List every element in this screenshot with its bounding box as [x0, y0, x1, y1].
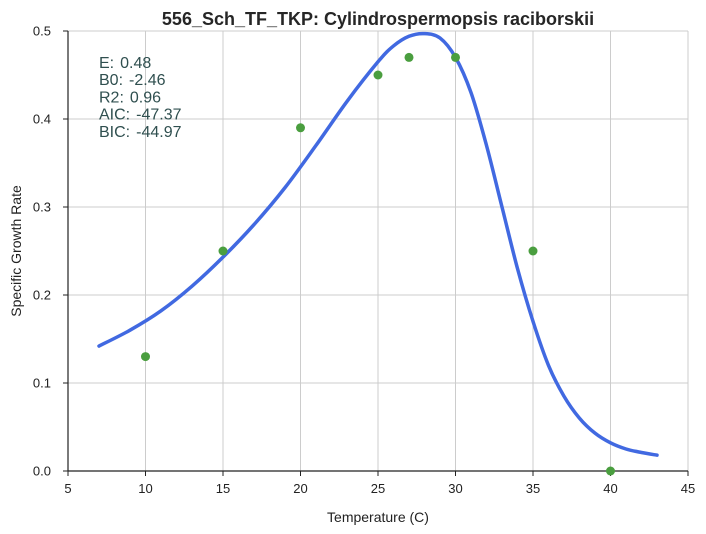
data-points — [141, 52, 615, 476]
x-tick-label: 45 — [681, 481, 695, 496]
x-tick-label: 40 — [603, 481, 617, 496]
y-tick-label: 0.3 — [33, 200, 51, 215]
fit-stat-aic: AIC: -47.37 — [99, 107, 182, 124]
y-tick-label: 0.4 — [33, 112, 51, 127]
y-tick-label: 0.0 — [33, 464, 51, 479]
data-point — [373, 70, 383, 80]
fit-stat-r2: R2: 0.96 — [99, 89, 161, 106]
fit-curve-line — [97, 31, 659, 457]
data-point — [141, 352, 150, 362]
grid — [67, 30, 689, 472]
x-ticks: 5 10 15 20 25 30 35 40 45 — [64, 471, 695, 496]
x-tick-label: 20 — [293, 481, 307, 496]
y-axis-label: Specific Growth Rate — [8, 185, 24, 317]
x-tick-label: 10 — [138, 481, 152, 496]
fit-stat-b0: B0: -2.46 — [99, 72, 166, 89]
fit-curve — [97, 31, 659, 457]
data-point — [606, 466, 615, 476]
data-point — [404, 52, 414, 62]
x-tick-label: 25 — [371, 481, 385, 496]
x-tick-label: 15 — [216, 481, 230, 496]
y-ticks: 0.0 0.1 0.2 0.3 0.4 0.5 — [33, 24, 68, 479]
data-point — [218, 246, 228, 256]
chart-title: 556_Sch_TF_TKP: Cylindrospermopsis racib… — [162, 9, 594, 29]
y-tick-label: 0.5 — [33, 24, 51, 39]
x-tick-label: 35 — [526, 481, 540, 496]
y-tick-label: 0.2 — [33, 288, 51, 303]
fit-stat-bic: BIC: -44.97 — [99, 124, 182, 141]
data-point — [296, 123, 305, 133]
x-tick-label: 5 — [64, 481, 71, 496]
x-axis-label: Temperature (C) — [327, 509, 429, 525]
x-tick-label: 30 — [448, 481, 462, 496]
y-tick-label: 0.1 — [33, 376, 51, 391]
data-point — [451, 52, 460, 62]
fit-stat-e: E: 0.48 — [99, 55, 151, 72]
data-point — [528, 246, 538, 256]
